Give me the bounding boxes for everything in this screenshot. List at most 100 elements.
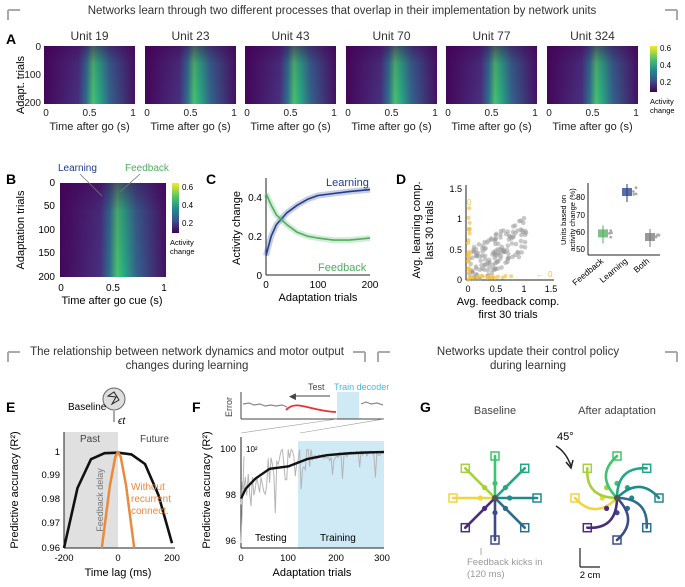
feedback-kicks-label: Feedback kicks in (467, 557, 543, 568)
scatter-point (501, 228, 506, 233)
unit-xlabel: Time after go (s) (49, 121, 129, 133)
scatter-point (493, 248, 499, 254)
colorbar-tick: 0.6 (660, 44, 672, 53)
scatter-point (497, 247, 503, 252)
without-recurrent-label: connect. (131, 506, 169, 517)
ytick: 1.5 (449, 184, 462, 194)
reach-trajectory (615, 485, 661, 500)
feedback-kick-marker (477, 495, 483, 501)
panel-e-baseline-label: Baseline (68, 402, 107, 413)
xtick: 0 (345, 108, 351, 119)
xtick: 1 (231, 108, 237, 119)
ytick: 100 (38, 225, 55, 236)
reach-trajectory (615, 496, 630, 542)
xtick: 200 (328, 553, 344, 564)
scatter-point-zero (467, 220, 472, 225)
ytick: 50 (576, 245, 585, 254)
xtick: 200 (362, 280, 379, 291)
scatter-point (508, 236, 514, 241)
colorbar-tick: 0.6 (182, 183, 194, 192)
xtick: -200 (54, 553, 73, 564)
ytick: 200 (38, 272, 55, 283)
scatter-point (480, 245, 485, 251)
panel-d-xlabel: first 30 trials (478, 309, 538, 321)
xtick: 1 (532, 108, 538, 119)
epsilon-label: ϵt (118, 416, 126, 427)
inset-baseline-trace (242, 402, 288, 408)
ytick: 96 (225, 536, 236, 547)
future-label: Future (140, 434, 169, 445)
scatter-point (492, 255, 498, 261)
inset-test-trace (360, 401, 384, 406)
scatter-point-zero (485, 275, 490, 279)
panel-f-lines (239, 448, 385, 544)
scatter-point (509, 241, 515, 246)
panel-b-yticks: 0 50 100 150 200 (38, 178, 55, 283)
box-point (634, 192, 638, 196)
unit-title: Unit 23 (171, 29, 209, 43)
xtick: 0.5 (485, 108, 499, 119)
scatter-point (495, 259, 500, 264)
without-recurrent-label: Without (131, 482, 165, 493)
xtick: 0.5 (385, 108, 399, 119)
scatter-point (498, 232, 503, 237)
reach-target (460, 463, 471, 474)
section-title-left: changes during learning (126, 360, 249, 372)
scatter-point (482, 253, 488, 259)
scatter-point (506, 255, 511, 261)
colorbar-tick: 0.4 (660, 61, 672, 70)
xtick: 300 (374, 553, 390, 564)
scatter-point-zero (466, 258, 471, 263)
ytick: 1 (457, 214, 462, 224)
xtick: 0 (58, 283, 64, 294)
scatter-point-zero (467, 249, 472, 254)
zoom-line (240, 418, 338, 434)
box-point (608, 232, 611, 235)
ytick: 98 (225, 490, 236, 501)
scatter-point (480, 249, 485, 254)
scatter-point (503, 231, 509, 237)
scatter-point (493, 237, 498, 242)
arrow-left-icon: ◀ (289, 391, 296, 401)
unit-title: Unit 70 (372, 29, 410, 43)
scatter-point (490, 252, 495, 257)
feedback-kick-marker (482, 485, 488, 491)
series-line-mean (239, 450, 385, 500)
scatter-point-zero (466, 241, 470, 245)
xtick: 1 (633, 108, 639, 119)
panel-b-feedback-label: Feedback (125, 163, 170, 174)
inset-ylabel: activity change (%) (568, 188, 577, 252)
unit-xlabel: Time after go (s) (451, 121, 531, 133)
box-point (634, 186, 638, 190)
unit-xlabel: Time after go (s) (351, 121, 431, 133)
error-label: Error (224, 397, 234, 417)
xtick: 0 (546, 108, 552, 119)
panel-b-ylabel: Adaptation trials (15, 190, 27, 269)
panel-c-learning-label: Learning (326, 177, 369, 189)
colorbar-label: change (650, 106, 675, 115)
unit-xlabel: Time after go (s) (150, 121, 230, 133)
panel-d-ylabel: Avg. learning comp. (411, 181, 423, 278)
inset-category: Both (631, 256, 651, 275)
series-line-learning (265, 188, 371, 256)
scatter-point (477, 267, 483, 273)
zero-marker: 0 (548, 270, 553, 279)
scatter-point (495, 241, 501, 246)
scatter-point (490, 262, 496, 268)
reach-target (490, 535, 500, 545)
ytick: 100 (220, 444, 236, 455)
scale-label: 2 cm (580, 570, 601, 581)
scatter-point (515, 249, 520, 255)
scatter-point-zero (466, 267, 471, 272)
testing-label: Testing (255, 533, 287, 544)
unit-xlabel: Time after go (s) (250, 121, 330, 133)
colorbar-label: Activity (650, 97, 674, 106)
panel-d-ylabel: last 30 trials (424, 200, 436, 259)
xtick: 0.5 (184, 108, 198, 119)
reach-target (532, 493, 542, 503)
reach-target (612, 535, 622, 545)
arrow-left-icon: ← (536, 270, 544, 279)
scatter-point (488, 237, 494, 242)
scatter-point (503, 260, 508, 266)
panel-letter-g: G (420, 399, 431, 415)
